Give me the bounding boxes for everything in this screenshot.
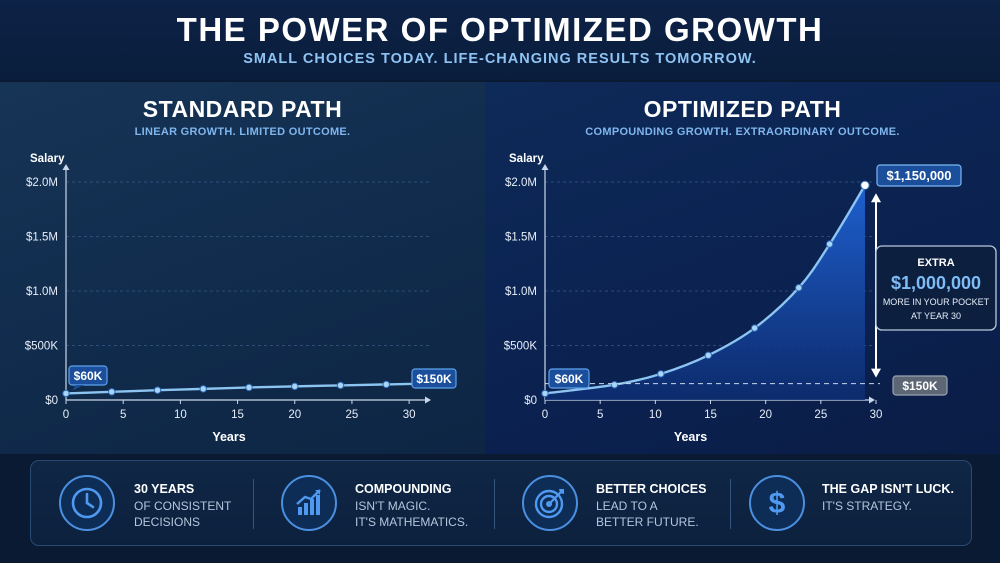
data-point — [825, 240, 834, 248]
data-point — [657, 370, 665, 378]
feature-title: THE GAP ISN'T LUCK. — [822, 482, 954, 496]
x-tick-label: 10 — [174, 409, 187, 421]
data-point — [199, 385, 207, 393]
optimized-path-chart: $0 $500K $1.0M $1.5M $2.0M 0 5 10 15 20 25 30 Salary… — [504, 153, 997, 444]
data-point — [108, 388, 116, 396]
standard-path-chart: $0 $500K $1.0M $1.5M $2.0M 0 5 10 15 20 25 30 Salary… — [25, 153, 457, 444]
end-value-label-box — [876, 164, 962, 187]
header: THE POWER OF OPTIMIZED GROWTH SMALL CHOI… — [0, 0, 1000, 80]
page-title: THE POWER OF OPTIMIZED GROWTH — [176, 11, 824, 48]
standard-path-title: STANDARD PATH — [142, 96, 343, 122]
callout-line: EXTRA — [917, 257, 954, 269]
start-value-label-box — [68, 365, 108, 386]
callout-line: AT YEAR 30 — [911, 311, 961, 321]
start-value-label: $60K — [555, 372, 584, 386]
feature-line: OF CONSISTENT — [134, 499, 232, 513]
feature-line: BETTER FUTURE. — [596, 515, 699, 529]
optimized-path-subtitle: COMPOUNDING GROWTH. EXTRAORDINARY OUTCOM… — [585, 126, 900, 138]
end-value-label: $1,150,000 — [886, 168, 951, 183]
x-tick-label: 25 — [346, 409, 359, 421]
feature-title: BETTER CHOICES — [596, 482, 707, 496]
y-tick-label: $500K — [25, 341, 59, 353]
y-tick-label: $0 — [524, 395, 537, 407]
x-tick-label: 30 — [403, 409, 416, 421]
data-point — [704, 351, 712, 360]
baseline-value-label-box — [892, 375, 948, 396]
y-tick-label: $500K — [504, 341, 538, 353]
data-point — [750, 324, 759, 332]
x-tick-label: 0 — [542, 409, 548, 421]
gap-arrow-head — [871, 193, 881, 203]
start-value-label-box — [548, 368, 590, 389]
divider — [494, 479, 495, 529]
data-point — [153, 386, 162, 394]
x-axis-arrow — [425, 396, 431, 404]
x-tick-label: 0 — [63, 409, 69, 421]
x-tick-label: 30 — [870, 409, 883, 421]
target-icon — [522, 475, 578, 531]
baseline-value-label: $150K — [902, 379, 938, 393]
svg-text:$: $ — [769, 487, 786, 520]
data-point — [541, 389, 549, 398]
y-axis-label: Salary — [30, 153, 65, 165]
page-subtitle: SMALL CHOICES TODAY. LIFE-CHANGING RESUL… — [243, 51, 757, 67]
feature-line: IT'S MATHEMATICS. — [355, 515, 469, 529]
start-value-label: $60K — [74, 369, 103, 383]
data-point — [610, 381, 619, 389]
y-tick-label: $1.5M — [505, 232, 537, 244]
data-point — [291, 382, 299, 391]
y-tick-label: $0 — [45, 395, 58, 407]
callout-amount: $1,000,000 — [891, 273, 981, 293]
x-tick-label: 5 — [120, 409, 126, 421]
x-tick-label: 15 — [704, 409, 717, 421]
standard-path-subtitle: LINEAR GROWTH. LIMITED OUTCOME. — [134, 126, 351, 138]
data-point — [382, 380, 390, 389]
end-value-label: $150K — [416, 372, 452, 386]
growth-chart-icon — [281, 475, 337, 531]
y-axis-label: Salary — [509, 153, 544, 165]
y-tick-label: $2.0M — [505, 177, 537, 189]
clock-icon — [59, 475, 115, 531]
data-point — [336, 381, 345, 390]
gap-arrow-head — [871, 368, 881, 378]
divider — [730, 479, 731, 529]
x-tick-label: 20 — [288, 409, 301, 421]
standard-path-panel: STANDARD PATH LINEAR GROWTH. LIMITED OUT… — [0, 82, 485, 454]
x-tick-label: 20 — [759, 409, 772, 421]
x-tick-label: 5 — [597, 409, 603, 421]
feature-title: COMPOUNDING — [355, 482, 452, 496]
optimized-path-panel: OPTIMIZED PATH COMPOUNDING GROWTH. EXTRA… — [485, 82, 1000, 454]
end-value-label-box — [411, 368, 457, 389]
start-label-pointer — [72, 385, 84, 391]
divider — [253, 479, 254, 529]
callout-line: MORE IN YOUR POCKET — [883, 297, 990, 307]
y-axis-arrow — [541, 164, 549, 170]
x-axis-label: Years — [212, 430, 245, 444]
x-axis-arrow — [869, 396, 875, 404]
y-tick-label: $1.0M — [26, 286, 58, 298]
x-tick-label: 25 — [814, 409, 827, 421]
feature-line: ISN'T MAGIC. — [355, 499, 431, 513]
y-axis-arrow — [62, 164, 70, 170]
y-tick-label: $1.5M — [26, 232, 58, 244]
series-line — [65, 382, 421, 395]
dollar-icon: $ — [749, 475, 805, 531]
y-tick-label: $1.0M — [505, 286, 537, 298]
feature-title: 30 YEARS — [134, 482, 195, 496]
data-point — [795, 284, 803, 292]
optimized-path-title: OPTIMIZED PATH — [643, 96, 842, 122]
feature-line: DECISIONS — [134, 515, 201, 529]
x-tick-label: 10 — [649, 409, 662, 421]
feature-line: IT'S STRATEGY. — [822, 499, 912, 513]
feature-bar: 30 YEARS OF CONSISTENT DECISIONS COMPOUN… — [30, 460, 972, 546]
callout-box — [875, 245, 997, 331]
y-tick-label: $2.0M — [26, 177, 58, 189]
feature-line: LEAD TO A — [596, 499, 658, 513]
data-point — [860, 180, 870, 190]
x-tick-label: 15 — [231, 409, 244, 421]
data-point — [245, 383, 253, 392]
data-point — [62, 389, 70, 398]
x-axis-label: Years — [674, 430, 707, 444]
area-fill — [545, 185, 865, 400]
